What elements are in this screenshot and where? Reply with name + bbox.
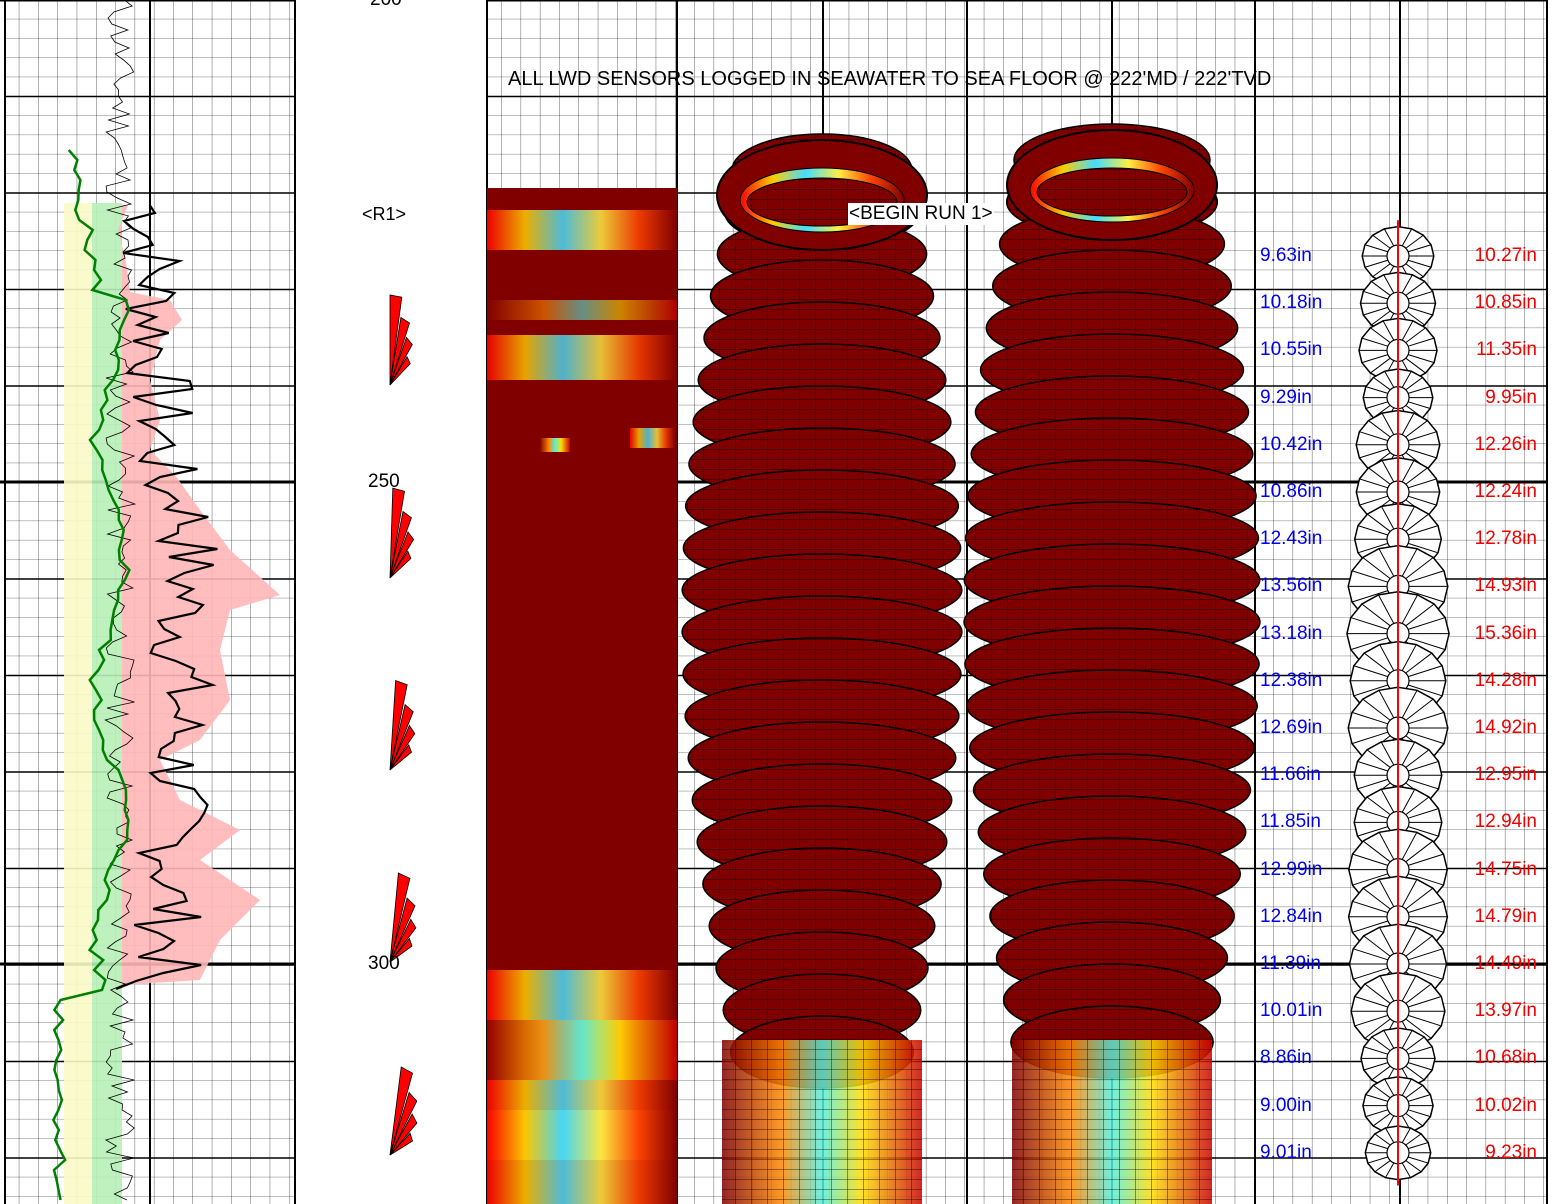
caliper-max-readout: 10.68in xyxy=(1474,1047,1537,1069)
caliper-min-readout: 10.42in xyxy=(1260,433,1323,455)
caliper-min-readout: 12.69in xyxy=(1260,717,1323,738)
borehole-shape-icon xyxy=(1360,1021,1436,1096)
caliper-min-readout: 11.85in xyxy=(1260,811,1321,833)
caliper-min-readout: 13.56in xyxy=(1260,575,1323,597)
borehole-shape-icon xyxy=(1350,964,1446,1059)
caliper-max-readout: 15.36in xyxy=(1474,622,1537,644)
caliper-max-readout: 10.85in xyxy=(1474,292,1537,314)
borehole-shape-icon xyxy=(1364,1120,1432,1186)
caliper-min-readout: 9.01in xyxy=(1260,1141,1312,1163)
caliper-max-readout: 9.95in xyxy=(1485,386,1537,408)
caliper-max-readout: 12.24in xyxy=(1474,481,1537,502)
rose-diagram-icon xyxy=(389,1066,418,1156)
rose-diagram-icon xyxy=(389,487,415,579)
caliper-max-readout: 14.28in xyxy=(1474,669,1537,691)
caliper-min-readout: 11.66in xyxy=(1260,764,1321,786)
run-tag: <R1> xyxy=(362,204,407,224)
depth-track xyxy=(296,0,486,1204)
caliper-max-readout: 12.26in xyxy=(1474,433,1537,455)
caliper-min-readout: 12.99in xyxy=(1260,858,1323,880)
rose-diagram-icon xyxy=(389,679,416,771)
caliper-max-readout: 14.79in xyxy=(1474,905,1537,927)
caliper-min-readout: 10.01in xyxy=(1260,1000,1323,1022)
caliper-max-readout: 11.35in xyxy=(1476,339,1537,361)
caliper-max-readout: 10.27in xyxy=(1474,245,1537,266)
caliper-min-readout: 12.84in xyxy=(1260,905,1323,927)
caliper-max-readout: 14.93in xyxy=(1474,575,1537,597)
caliper-min-readout: 12.38in xyxy=(1260,669,1323,691)
caliper-min-readout: 9.63in xyxy=(1260,245,1312,266)
caliper-max-readout: 12.78in xyxy=(1474,528,1537,550)
borehole-3d-views xyxy=(681,123,1261,1204)
caliper-max-readout: 14.49in xyxy=(1474,953,1537,974)
caliper-min-readout: 9.00in xyxy=(1260,1094,1312,1116)
caliper-max-readout: 14.75in xyxy=(1474,858,1537,880)
caliper-min-readout: 11.39in xyxy=(1260,953,1321,974)
gamma-curves xyxy=(51,0,218,1201)
caliper-min-readout: 10.86in xyxy=(1260,481,1323,502)
caliper-min-readout: 13.18in xyxy=(1260,622,1323,644)
begin-run-label: <BEGIN RUN 1> xyxy=(848,203,994,225)
rose-diagram-icon xyxy=(389,872,417,963)
rose-diagrams xyxy=(389,294,418,1156)
borehole-shape-icon xyxy=(1362,1070,1434,1141)
caliper-min-readout: 12.43in xyxy=(1260,528,1323,550)
caliper-min-readout: 10.18in xyxy=(1260,292,1323,314)
borehole-shape-icon xyxy=(1358,311,1438,390)
caliper-max-readout: 13.97in xyxy=(1474,1000,1537,1022)
caliper-max-readout: 10.02in xyxy=(1474,1094,1537,1116)
depth-label-250: 250 xyxy=(368,471,400,492)
rose-diagram-icon xyxy=(389,294,413,386)
static-image-track xyxy=(487,188,677,1204)
annotation-note: ALL LWD SENSORS LOGGED IN SEAWATER TO SE… xyxy=(508,68,1272,90)
caliper-max-readout: 12.95in xyxy=(1474,764,1537,786)
caliper-min-readout: 9.29in xyxy=(1260,386,1312,408)
depth-label-200: 200 xyxy=(370,0,402,11)
caliper-min-readout: 10.55in xyxy=(1260,339,1323,361)
gamma-fills xyxy=(64,203,280,1204)
caliper-max-readout: 9.23in xyxy=(1485,1141,1537,1163)
caliper-max-readout: 12.94in xyxy=(1474,811,1537,833)
caliper-max-readout: 14.92in xyxy=(1474,717,1537,738)
caliper-shapes xyxy=(1346,220,1450,1186)
caliper-min-readout: 8.86in xyxy=(1260,1047,1312,1069)
depth-label-300: 300 xyxy=(368,953,400,974)
